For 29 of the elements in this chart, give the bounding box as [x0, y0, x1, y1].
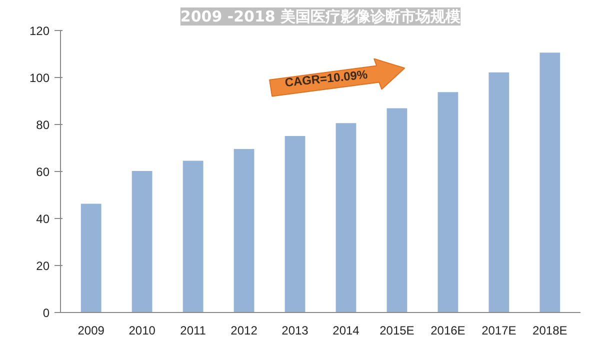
- x-tick-label: 2011: [180, 324, 206, 338]
- y-tick-label: 40: [36, 212, 50, 226]
- x-tick-label: 2016E: [430, 324, 466, 338]
- bar: [182, 160, 204, 312]
- x-tick-label: 2014: [332, 324, 360, 338]
- bar: [386, 108, 408, 312]
- y-tick-label: 120: [29, 24, 50, 38]
- y-tick-label: 80: [36, 118, 50, 132]
- x-tick-label: 2009: [78, 324, 105, 338]
- x-tick-label: 2018E: [532, 324, 568, 338]
- x-tick-label: 2015E: [380, 324, 414, 338]
- y-tick-label: 60: [36, 165, 50, 179]
- bar: [132, 171, 152, 312]
- y-tick-label: 20: [36, 259, 50, 273]
- bar: [540, 52, 560, 312]
- bar: [284, 136, 306, 312]
- bar: [234, 148, 254, 312]
- x-tick-label: 2010: [128, 324, 156, 338]
- y-tick-label: 0: [42, 306, 50, 320]
- x-tick-label: 2013: [282, 324, 309, 338]
- chart-title: 2009 -2018 美国医疗影像诊断市场规模: [180, 8, 462, 26]
- bar: [438, 92, 458, 312]
- annotation: CAGR=10.09%: [284, 67, 368, 90]
- bar: [80, 204, 102, 312]
- x-tick-label: 2012: [230, 324, 258, 338]
- y-tick-label: 100: [29, 71, 50, 85]
- bar: [336, 123, 356, 312]
- x-tick-label: 2017E: [482, 324, 516, 338]
- bar: [488, 72, 510, 312]
